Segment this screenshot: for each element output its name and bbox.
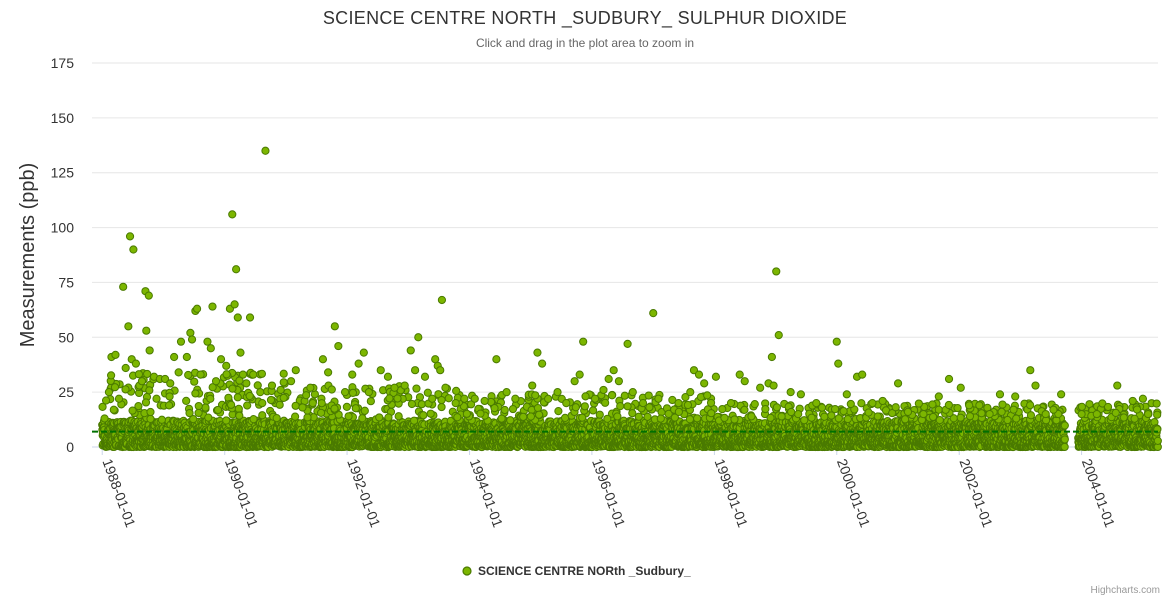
y-tick-label: 150 <box>51 110 75 126</box>
x-tick-label: 1996-01-01 <box>589 457 629 530</box>
y-tick-label: 25 <box>58 384 74 400</box>
x-tick-label: 1994-01-01 <box>467 457 507 530</box>
y-tick-label: 0 <box>66 439 74 455</box>
x-axis-tick-labels: 1988-01-01 1990-01-01 1992-01-01 1994-01-01… <box>99 447 1118 530</box>
grid-lines <box>92 62 1158 448</box>
chart-title: SCIENCE CENTRE NORTH _SUDBURY_ SULPHUR D… <box>322 8 848 28</box>
x-tick-label: 2002-01-01 <box>956 457 996 530</box>
y-tick-label: 75 <box>58 274 74 290</box>
y-tick-label: 100 <box>51 220 75 236</box>
x-tick-label: 1988-01-01 <box>99 457 139 530</box>
y-axis-tick-labels: 0 25 50 75 100 125 150 175 <box>51 55 75 455</box>
data-points[interactable] <box>98 146 1162 452</box>
x-tick-label: 2000-01-01 <box>834 457 874 530</box>
chart-subtitle: Click and drag in the plot area to zoom … <box>475 36 695 50</box>
x-tick-label: 1992-01-01 <box>344 457 384 530</box>
y-tick-label: 125 <box>51 165 75 181</box>
y-tick-label: 50 <box>58 329 74 345</box>
x-tick-label: 2004-01-01 <box>1079 457 1119 530</box>
y-tick-label: 175 <box>51 55 75 71</box>
x-tick-label: 1990-01-01 <box>222 457 262 530</box>
x-tick-label: 1998-01-01 <box>712 457 752 530</box>
